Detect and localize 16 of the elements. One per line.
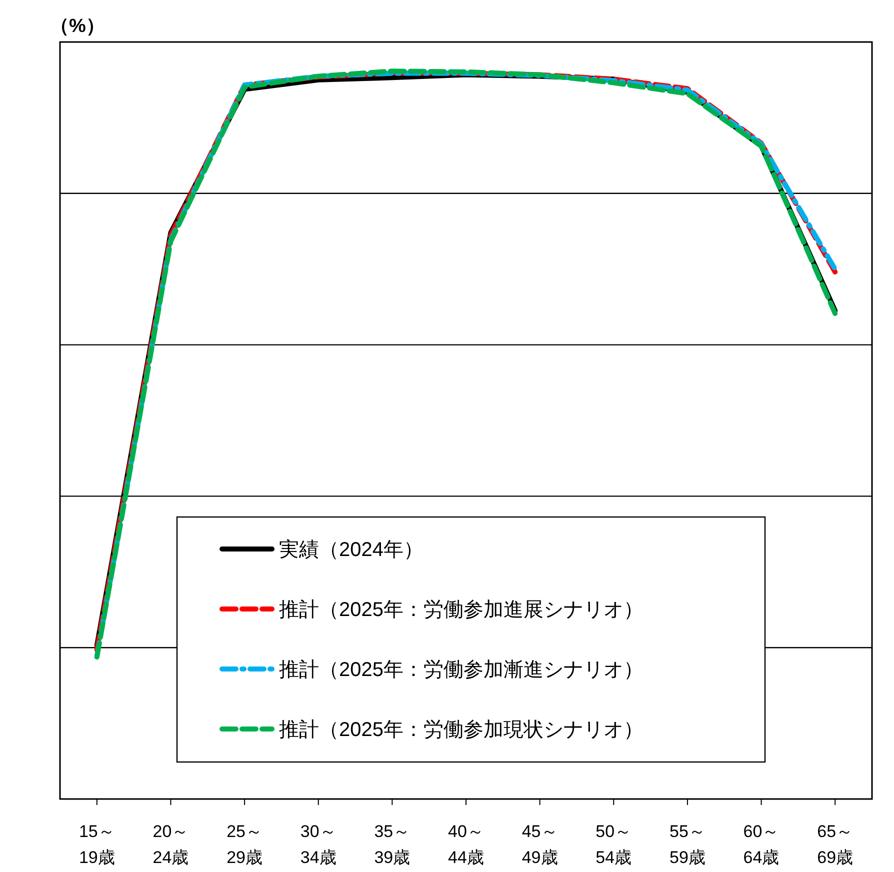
x-tick-label: 65～ 69歳	[817, 822, 854, 867]
x-tick-label: 60～ 64歳	[743, 822, 780, 867]
x-tick-label: 55～ 59歳	[669, 822, 706, 867]
x-tick-label: 20～ 24歳	[152, 822, 189, 867]
y-axis-title: （%）	[50, 16, 105, 37]
x-tick-label: 35～ 39歳	[374, 822, 410, 867]
x-tick-label: 15～ 19歳	[78, 822, 115, 867]
x-tick-label: 25～ 29歳	[226, 822, 263, 867]
x-tick-label: 30～ 34歳	[300, 822, 336, 867]
legend-label: 推計（2025年：労働参加進展シナリオ）	[279, 599, 644, 621]
legend-label: 推計（2025年：労働参加現状シナリオ）	[279, 719, 644, 741]
legend-label: 推計（2025年：労働参加漸進シナリオ）	[279, 659, 644, 681]
x-tick-label: 40～ 44歳	[448, 822, 484, 867]
legend-label: 実績（2024年）	[279, 538, 424, 561]
x-tick-label: 45～ 49歳	[522, 822, 558, 867]
x-tick-label: 50～ 54歳	[596, 822, 632, 867]
